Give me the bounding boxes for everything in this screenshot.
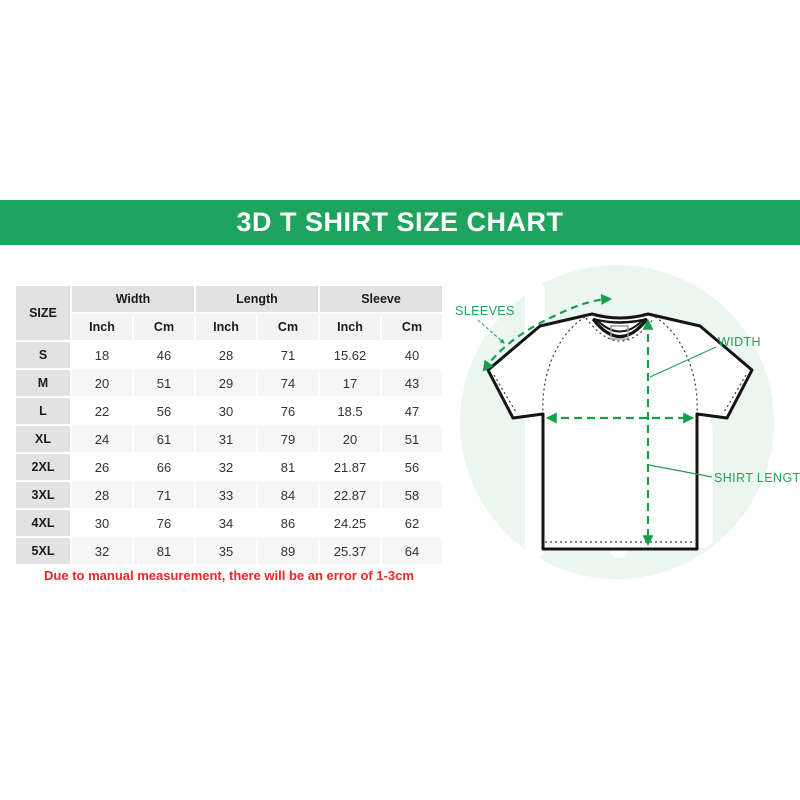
value-cell: 43: [382, 370, 442, 396]
size-table: SIZE Width Length Sleeve Inch Cm Inch Cm…: [14, 284, 444, 566]
value-cell: 46: [134, 342, 194, 368]
shirt-length-label: SHIRT LENGTH: [714, 471, 800, 485]
unit-header: Inch: [320, 314, 380, 340]
value-cell: 35: [196, 538, 256, 564]
tshirt-measurement-diagram: SLEEVES WIDTH SHIRT LENGTH: [440, 250, 800, 590]
value-cell: 71: [258, 342, 318, 368]
value-cell: 84: [258, 482, 318, 508]
value-cell: 24.25: [320, 510, 380, 536]
size-cell: M: [16, 370, 70, 396]
shirt-length-pointer-line: [648, 464, 713, 478]
sleeves-pointer-line: [477, 319, 505, 344]
unit-header: Cm: [134, 314, 194, 340]
width-label: WIDTH: [718, 335, 761, 349]
size-cell: L: [16, 398, 70, 424]
value-cell: 79: [258, 426, 318, 452]
value-cell: 81: [258, 454, 318, 480]
size-cell: 3XL: [16, 482, 70, 508]
value-cell: 33: [196, 482, 256, 508]
size-column-header: SIZE: [16, 286, 70, 340]
table-row: 5XL 32 81 35 89 25.37 64: [16, 538, 442, 564]
value-cell: 15.62: [320, 342, 380, 368]
sleeves-label: SLEEVES: [455, 304, 515, 318]
sleeves-measure-arrow: [482, 293, 613, 372]
value-cell: 47: [382, 398, 442, 424]
value-cell: 64: [382, 538, 442, 564]
size-cell: XL: [16, 426, 70, 452]
table-group-header-row: SIZE Width Length Sleeve: [16, 286, 442, 340]
value-cell: 18: [72, 342, 132, 368]
measurement-note: Due to manual measurement, there will be…: [44, 568, 414, 583]
size-cell: S: [16, 342, 70, 368]
value-cell: 26: [72, 454, 132, 480]
value-cell: 17: [320, 370, 380, 396]
value-cell: 56: [382, 454, 442, 480]
value-cell: 29: [196, 370, 256, 396]
table-row: 3XL 28 71 33 84 22.87 58: [16, 482, 442, 508]
value-cell: 28: [196, 342, 256, 368]
table-row: XL 24 61 31 79 20 51: [16, 426, 442, 452]
value-cell: 34: [196, 510, 256, 536]
width-pointer-line: [649, 346, 717, 378]
page-title: 3D T SHIRT SIZE CHART: [236, 207, 564, 237]
value-cell: 25.37: [320, 538, 380, 564]
value-cell: 66: [134, 454, 194, 480]
size-cell: 4XL: [16, 510, 70, 536]
value-cell: 58: [382, 482, 442, 508]
value-cell: 74: [258, 370, 318, 396]
value-cell: 32: [196, 454, 256, 480]
table-row: S 18 46 28 71 15.62 40: [16, 342, 442, 368]
value-cell: 20: [320, 426, 380, 452]
sleeve-group-header: Sleeve: [320, 286, 442, 312]
table-unit-header-row: Inch Cm Inch Cm Inch Cm: [16, 314, 442, 340]
value-cell: 20: [72, 370, 132, 396]
size-cell: 2XL: [16, 454, 70, 480]
value-cell: 22.87: [320, 482, 380, 508]
value-cell: 30: [196, 398, 256, 424]
value-cell: 40: [382, 342, 442, 368]
table-row: 4XL 30 76 34 86 24.25 62: [16, 510, 442, 536]
width-group-header: Width: [72, 286, 194, 312]
unit-header: Cm: [382, 314, 442, 340]
value-cell: 30: [72, 510, 132, 536]
table-row: L 22 56 30 76 18.5 47: [16, 398, 442, 424]
table-row: M 20 51 29 74 17 43: [16, 370, 442, 396]
value-cell: 76: [134, 510, 194, 536]
length-group-header: Length: [196, 286, 318, 312]
value-cell: 22: [72, 398, 132, 424]
value-cell: 89: [258, 538, 318, 564]
title-banner: 3D T SHIRT SIZE CHART: [0, 200, 800, 245]
value-cell: 76: [258, 398, 318, 424]
value-cell: 61: [134, 426, 194, 452]
unit-header: Inch: [72, 314, 132, 340]
value-cell: 18.5: [320, 398, 380, 424]
value-cell: 62: [382, 510, 442, 536]
value-cell: 51: [134, 370, 194, 396]
value-cell: 24: [72, 426, 132, 452]
value-cell: 21.87: [320, 454, 380, 480]
value-cell: 81: [134, 538, 194, 564]
value-cell: 86: [258, 510, 318, 536]
value-cell: 32: [72, 538, 132, 564]
size-cell: 5XL: [16, 538, 70, 564]
unit-header: Inch: [196, 314, 256, 340]
value-cell: 51: [382, 426, 442, 452]
table-row: 2XL 26 66 32 81 21.87 56: [16, 454, 442, 480]
value-cell: 28: [72, 482, 132, 508]
unit-header: Cm: [258, 314, 318, 340]
value-cell: 71: [134, 482, 194, 508]
value-cell: 31: [196, 426, 256, 452]
value-cell: 56: [134, 398, 194, 424]
